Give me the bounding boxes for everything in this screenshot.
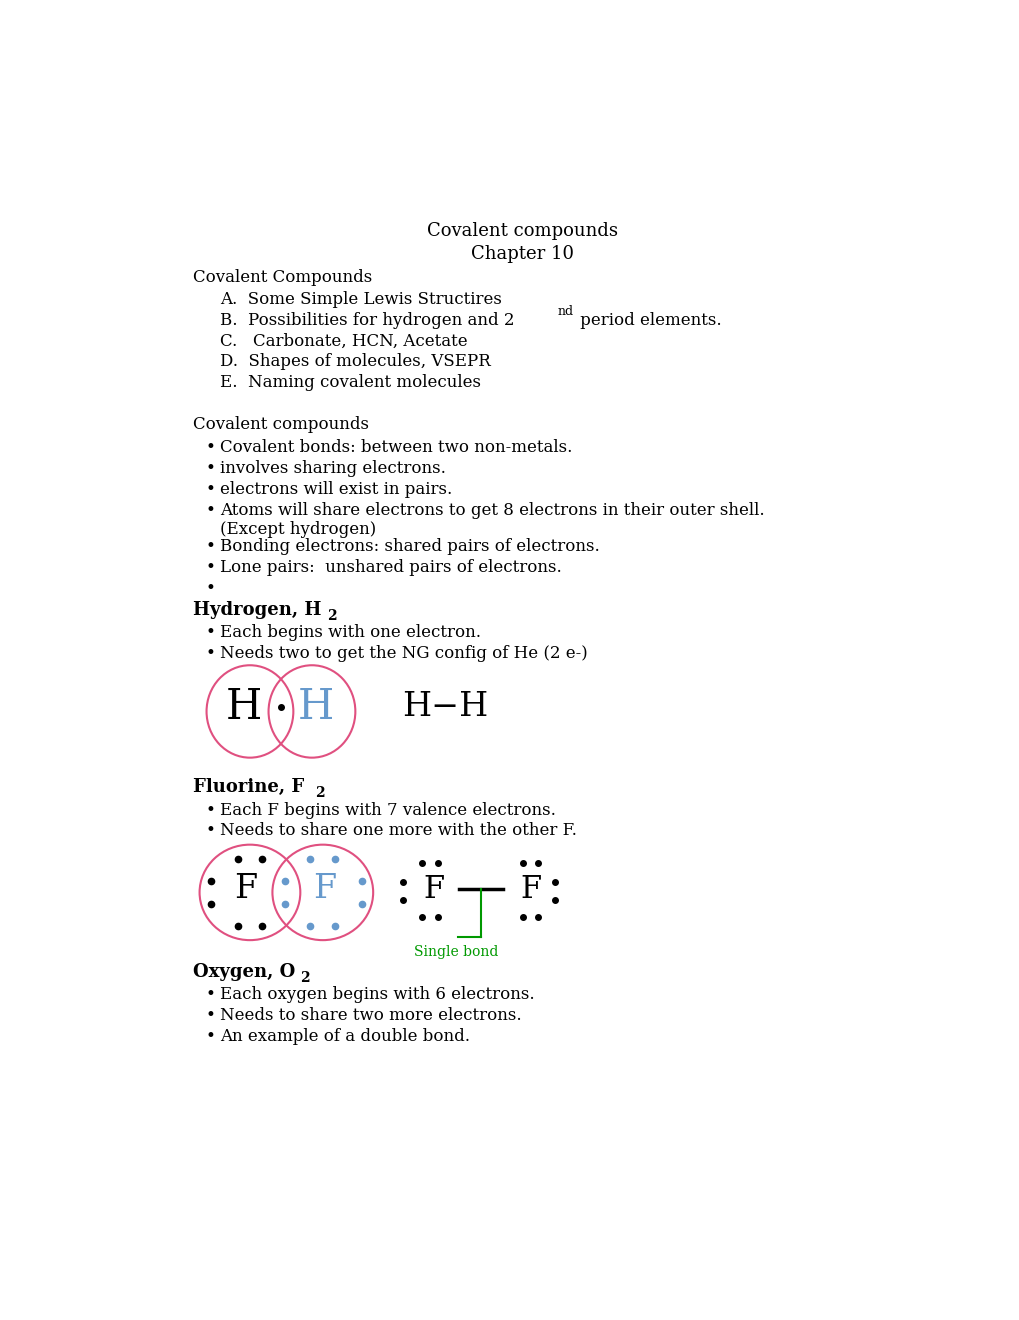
Text: •: • — [205, 645, 215, 663]
Text: B.  Possibilities for hydrogen and 2: B. Possibilities for hydrogen and 2 — [220, 312, 515, 329]
Text: Single bond: Single bond — [414, 945, 498, 958]
Text: F: F — [313, 874, 336, 906]
Text: •: • — [205, 801, 215, 818]
Text: (Except hydrogen): (Except hydrogen) — [220, 520, 376, 537]
Text: Needs to share one more with the other F.: Needs to share one more with the other F… — [220, 822, 577, 840]
Text: nd: nd — [557, 305, 574, 318]
Text: H−H: H−H — [401, 690, 488, 723]
Text: Covalent compounds: Covalent compounds — [427, 222, 618, 239]
Text: •: • — [205, 558, 215, 576]
Text: 2: 2 — [315, 787, 324, 800]
Text: Hydrogen, H: Hydrogen, H — [194, 602, 321, 619]
Text: •: • — [205, 1028, 215, 1045]
Text: Needs to share two more electrons.: Needs to share two more electrons. — [220, 1007, 522, 1024]
Text: Covalent Compounds: Covalent Compounds — [194, 269, 372, 286]
Text: Lone pairs:  unshared pairs of electrons.: Lone pairs: unshared pairs of electrons. — [220, 558, 561, 576]
Text: H: H — [225, 686, 262, 727]
Text: electrons will exist in pairs.: electrons will exist in pairs. — [220, 480, 452, 498]
Text: •: • — [205, 461, 215, 478]
Text: F: F — [520, 874, 540, 904]
Text: Covalent bonds: between two non-metals.: Covalent bonds: between two non-metals. — [220, 440, 573, 457]
Text: 2: 2 — [300, 972, 310, 985]
Text: Each F begins with 7 valence electrons.: Each F begins with 7 valence electrons. — [220, 801, 555, 818]
Text: Atoms will share electrons to get 8 electrons in their outer shell.: Atoms will share electrons to get 8 elec… — [220, 502, 764, 519]
Text: C.   Carbonate, HCN, Acetate: C. Carbonate, HCN, Acetate — [220, 333, 468, 350]
Text: period elements.: period elements. — [574, 312, 720, 329]
Text: •: • — [205, 579, 215, 597]
Text: involves sharing electrons.: involves sharing electrons. — [220, 461, 446, 478]
Text: Fluorine, F: Fluorine, F — [194, 779, 305, 796]
Text: An example of a double bond.: An example of a double bond. — [220, 1028, 470, 1045]
Text: A.  Some Simple Lewis Structires: A. Some Simple Lewis Structires — [220, 290, 502, 308]
Text: •: • — [205, 440, 215, 457]
Text: Each begins with one electron.: Each begins with one electron. — [220, 624, 481, 642]
Text: E.  Naming covalent molecules: E. Naming covalent molecules — [220, 374, 481, 391]
Text: Each oxygen begins with 6 electrons.: Each oxygen begins with 6 electrons. — [220, 986, 535, 1003]
Text: •: • — [205, 502, 215, 519]
Text: •: • — [205, 1007, 215, 1024]
Text: •: • — [205, 480, 215, 498]
Text: •: • — [205, 539, 215, 556]
Text: D.  Shapes of molecules, VSEPR: D. Shapes of molecules, VSEPR — [220, 354, 491, 370]
Text: 2: 2 — [326, 609, 336, 623]
Text: H: H — [298, 686, 333, 727]
Text: F: F — [423, 874, 443, 904]
Text: F: F — [234, 874, 258, 906]
Text: Oxygen, O: Oxygen, O — [194, 964, 296, 981]
Text: Chapter 10: Chapter 10 — [471, 244, 574, 263]
Text: Needs two to get the NG config of He (2 e-): Needs two to get the NG config of He (2 … — [220, 645, 588, 663]
Text: Covalent compounds: Covalent compounds — [194, 416, 369, 433]
Text: •: • — [205, 986, 215, 1003]
Text: •: • — [205, 822, 215, 840]
Text: •: • — [205, 624, 215, 642]
Text: Bonding electrons: shared pairs of electrons.: Bonding electrons: shared pairs of elect… — [220, 539, 599, 556]
